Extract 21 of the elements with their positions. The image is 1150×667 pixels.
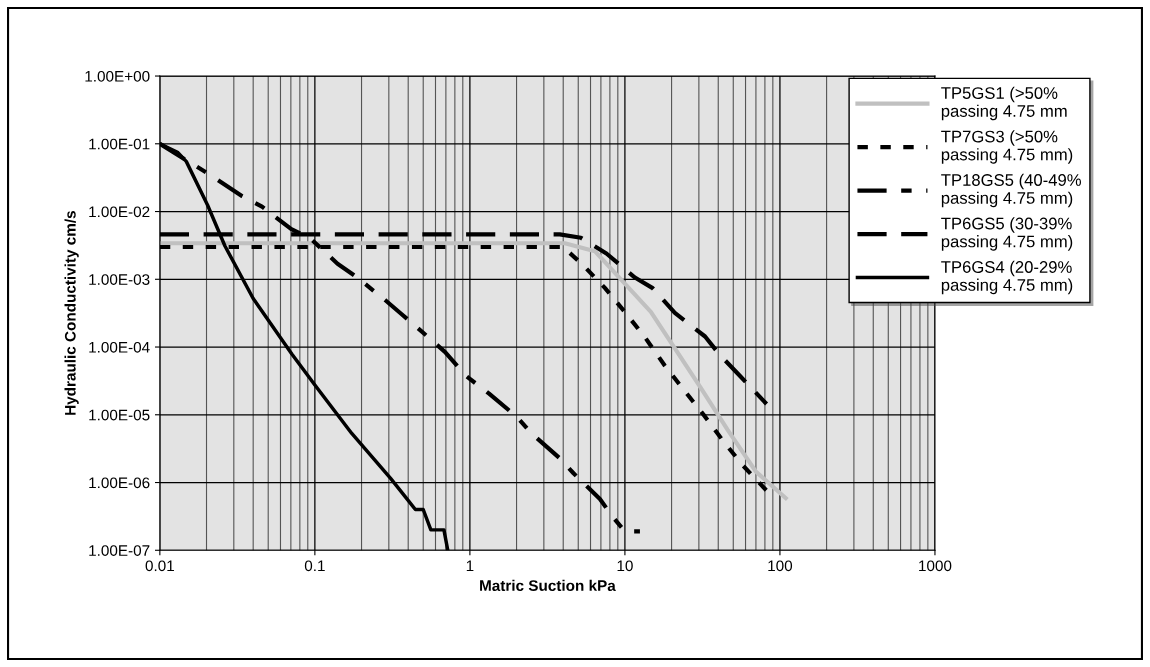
- y-tick-label: 1.00E-06: [89, 477, 150, 489]
- y-tick-label: 1.00E-07: [89, 545, 150, 556]
- legend-label: TP6GS5 (30-39% passing 4.75 mm): [941, 217, 1073, 251]
- x-tick-label: 10: [617, 560, 633, 572]
- y-tick-label: 1.00E-01: [89, 138, 150, 150]
- x-tick-label: 0.1: [304, 560, 325, 572]
- legend-label: TP6GS4 (20-29% passing 4.75 mm): [941, 260, 1073, 295]
- legend-label: TP7GS3 (>50% passing 4.75 mm): [941, 130, 1073, 164]
- x-axis-title: Matric Suction kPa: [480, 579, 616, 592]
- legend-label: TP5GS1 (>50% passing 4.75 mm: [941, 86, 1067, 121]
- x-tick-label: 100: [768, 560, 793, 572]
- legend-label: TP18GS5 (40-49% passing 4.75 mm): [941, 173, 1081, 208]
- y-axis-title: Hydraulic Conductivity cm/s: [64, 211, 79, 415]
- y-tick-label: 1.00E+00: [85, 70, 150, 82]
- y-tick-label: 1.00E-05: [89, 409, 150, 421]
- x-tick-label: 1000: [919, 560, 952, 572]
- y-tick-label: 1.00E-03: [89, 274, 150, 285]
- y-tick-label: 1.00E-04: [89, 341, 150, 353]
- y-tick-label: 1.00E-02: [89, 206, 150, 218]
- x-tick-label: 0.01: [145, 560, 174, 572]
- x-tick-label: 1: [466, 560, 474, 572]
